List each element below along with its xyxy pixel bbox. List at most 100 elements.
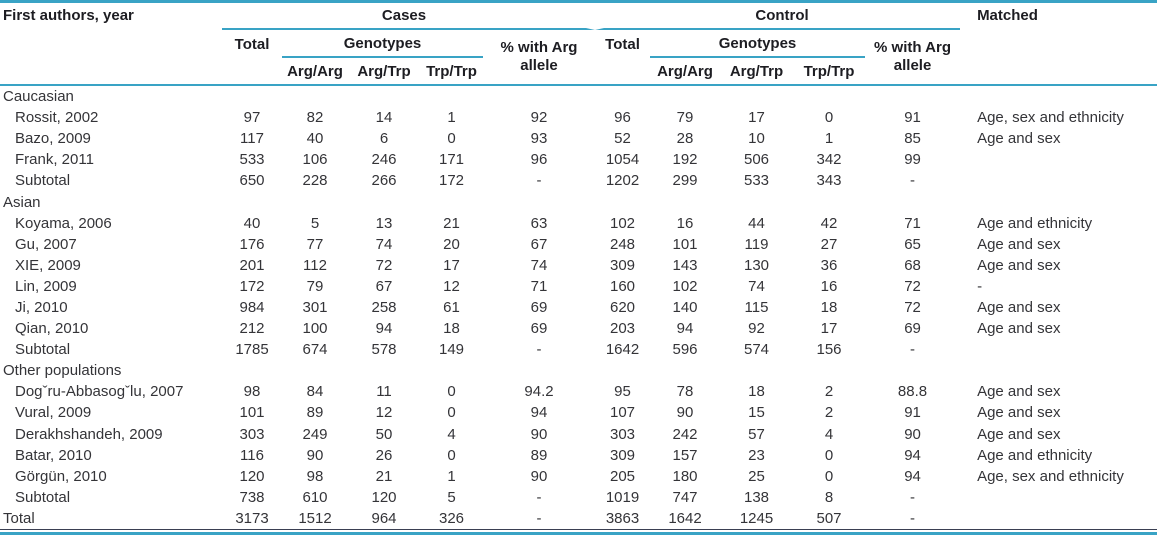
meta-analysis-table: First authors, year Cases Control Matche… <box>0 3 1157 530</box>
cell-control-arg-trp: 138 <box>743 488 770 506</box>
cell-cases-arg-arg: 249 <box>302 425 328 443</box>
cell-control-arg-arg: 101 <box>672 235 698 253</box>
cell-cases-arg-trp: 578 <box>371 341 397 359</box>
cell-cases-trp-trp: 5 <box>447 488 456 506</box>
cell-cases-pct-arg: 92 <box>530 109 548 127</box>
cell-control-total: 309 <box>609 446 636 464</box>
cell-cases-pct-arg: - <box>536 172 542 190</box>
cell-cases-trp-trp: 0 <box>447 383 456 401</box>
cell-matched: Age and sex <box>977 425 1061 443</box>
cell-cases-pct-arg: 90 <box>530 467 548 485</box>
cell-matched: Age and sex <box>977 320 1061 338</box>
cell-cases-arg-arg: 98 <box>306 467 324 485</box>
col-header-cases-genotypes: Genotypes <box>282 30 483 58</box>
cell-cases-arg-arg: 89 <box>306 404 324 422</box>
cell-cases-arg-arg: 301 <box>302 298 328 316</box>
cell-cases-arg-trp: 13 <box>375 214 393 232</box>
cell-cases-pct-arg: 63 <box>530 214 548 232</box>
cell-control-arg-arg: 1642 <box>650 508 720 530</box>
cell-control-pct-arg: 65 <box>904 235 921 253</box>
cell-cases-trp-trp: 1 <box>447 467 456 485</box>
cell-cases-arg-arg: 112 <box>303 256 327 274</box>
cell-study-name: Gu, 2007 <box>15 235 77 253</box>
cell-control-trp-trp: 507 <box>793 508 865 530</box>
cell-cases-total: 116 <box>240 446 264 464</box>
cell-control-trp-trp: 27 <box>820 235 838 253</box>
cell-cases-trp-trp: 61 <box>443 298 460 316</box>
table-row: XIE, 2009 201 112 72 17 74 309 143 130 36 68 Age an… <box>0 255 1157 276</box>
col-header-control-trp-trp: Trp/Trp <box>793 58 865 86</box>
cell-control-arg-trp: 533 <box>743 172 770 190</box>
cell-study-name: Subtotal <box>15 341 71 359</box>
cell-matched: Age and sex <box>977 256 1061 274</box>
cell-study-name: Ji, 2010 <box>15 298 68 316</box>
cell-cases-trp-trp: 21 <box>443 214 460 232</box>
table-row: Görgün, 2010 120 98 21 1 90 205 180 25 0 94 Age, se… <box>0 466 1157 487</box>
cell-control-arg-arg: 180 <box>672 467 698 485</box>
cell-control-total: 107 <box>609 404 636 422</box>
cell-control-trp-trp: 0 <box>824 467 834 485</box>
cell-cases-pct-arg: 90 <box>530 425 548 443</box>
cell-control-arg-trp: 74 <box>748 277 765 295</box>
cell-control-arg-trp: 57 <box>748 425 765 443</box>
cell-cases-arg-trp: 246 <box>371 151 397 169</box>
cell-study-name: Rossit, 2002 <box>15 109 99 127</box>
table-row: Rossit, 2002 97 82 14 1 92 96 79 17 0 91 Age, sex a… <box>0 107 1157 128</box>
cell-cases-pct-arg: 69 <box>530 298 548 316</box>
cell-cases-pct-arg: 89 <box>530 446 548 464</box>
col-header-control-total: Total <box>595 30 650 86</box>
cell-cases-pct-arg: 93 <box>530 130 548 148</box>
cell-control-pct-arg: - <box>865 508 961 530</box>
cell-control-arg-arg: 16 <box>676 214 694 232</box>
cell-study-name: Bazo, 2009 <box>15 130 91 148</box>
table-row: Ji, 2010 984 301 258 61 69 620 140 115 18 72 Age an… <box>0 297 1157 318</box>
col-header-cases-trp-trp: Trp/Trp <box>420 58 483 86</box>
pct-arg-line1: % with Arg <box>874 39 951 56</box>
cell-cases-trp-trp: 326 <box>420 508 483 530</box>
cell-control-total: 248 <box>609 235 636 253</box>
cell-matched <box>960 339 1157 360</box>
cell-study-name: Subtotal <box>15 488 71 506</box>
cell-cases-arg-trp: 964 <box>348 508 420 530</box>
cell-control-total: 205 <box>609 467 636 485</box>
cell-control-trp-trp: 8 <box>824 488 834 506</box>
cell-cases-pct-arg: 74 <box>530 256 548 274</box>
table-body: Caucasian Rossit, 2002 97 82 14 1 92 96 79 17 0 91 A… <box>0 86 1157 530</box>
cell-cases-arg-trp: 14 <box>375 109 393 127</box>
cell-control-arg-trp: 574 <box>743 341 770 359</box>
cell-control-trp-trp: 18 <box>820 298 838 316</box>
cell-cases-pct-arg: 69 <box>530 320 548 338</box>
cell-cases-arg-trp: 94 <box>375 320 393 338</box>
cell-control-arg-trp: 92 <box>748 320 765 338</box>
section-header-row: Asian <box>0 191 1157 212</box>
cell-study-name: Lin, 2009 <box>15 277 77 295</box>
cell-cases-total: 1785 <box>235 341 269 359</box>
cell-study-name: Qian, 2010 <box>15 320 89 338</box>
cell-cases-total: 176 <box>239 235 265 253</box>
cell-control-pct-arg: 90 <box>904 425 921 443</box>
cell-control-arg-trp: 10 <box>748 130 765 148</box>
cell-control-pct-arg: 85 <box>904 130 921 148</box>
cell-cases-total: 984 <box>239 298 265 316</box>
table-row: Koyama, 2006 40 5 13 21 63 102 16 44 42 71 Age and … <box>0 213 1157 234</box>
table-row: Bazo, 2009 117 40 6 0 93 52 28 10 1 85 Age and sex <box>0 128 1157 149</box>
table-row: Derakhshandeh, 2009 303 249 50 4 90 303 242 57 4 9… <box>0 424 1157 445</box>
cell-control-arg-arg: 747 <box>672 488 698 506</box>
cell-cases-total: 120 <box>239 467 265 485</box>
cell-control-arg-arg: 299 <box>672 172 698 190</box>
section-label: Other populations <box>3 362 122 380</box>
cell-cases-total: 97 <box>243 109 261 127</box>
cell-control-arg-trp: 25 <box>748 467 765 485</box>
col-header-control-group: Control <box>595 3 961 30</box>
cell-cases-total: 40 <box>243 214 261 232</box>
cell-control-trp-trp: 343 <box>816 172 842 190</box>
cell-control-arg-arg: 28 <box>676 130 694 148</box>
cell-control-total: 52 <box>614 130 631 148</box>
cell-control-arg-arg: 102 <box>672 277 698 295</box>
cell-study-name: Batar, 2010 <box>15 446 92 464</box>
pct-arg-line1: % with Arg <box>500 39 578 56</box>
cell-study-name: XIE, 2009 <box>15 256 81 274</box>
cell-control-total: 1019 <box>605 488 640 506</box>
col-header-cases-total: Total <box>222 30 282 86</box>
col-header-control-arg-trp: Arg/Trp <box>720 58 793 86</box>
